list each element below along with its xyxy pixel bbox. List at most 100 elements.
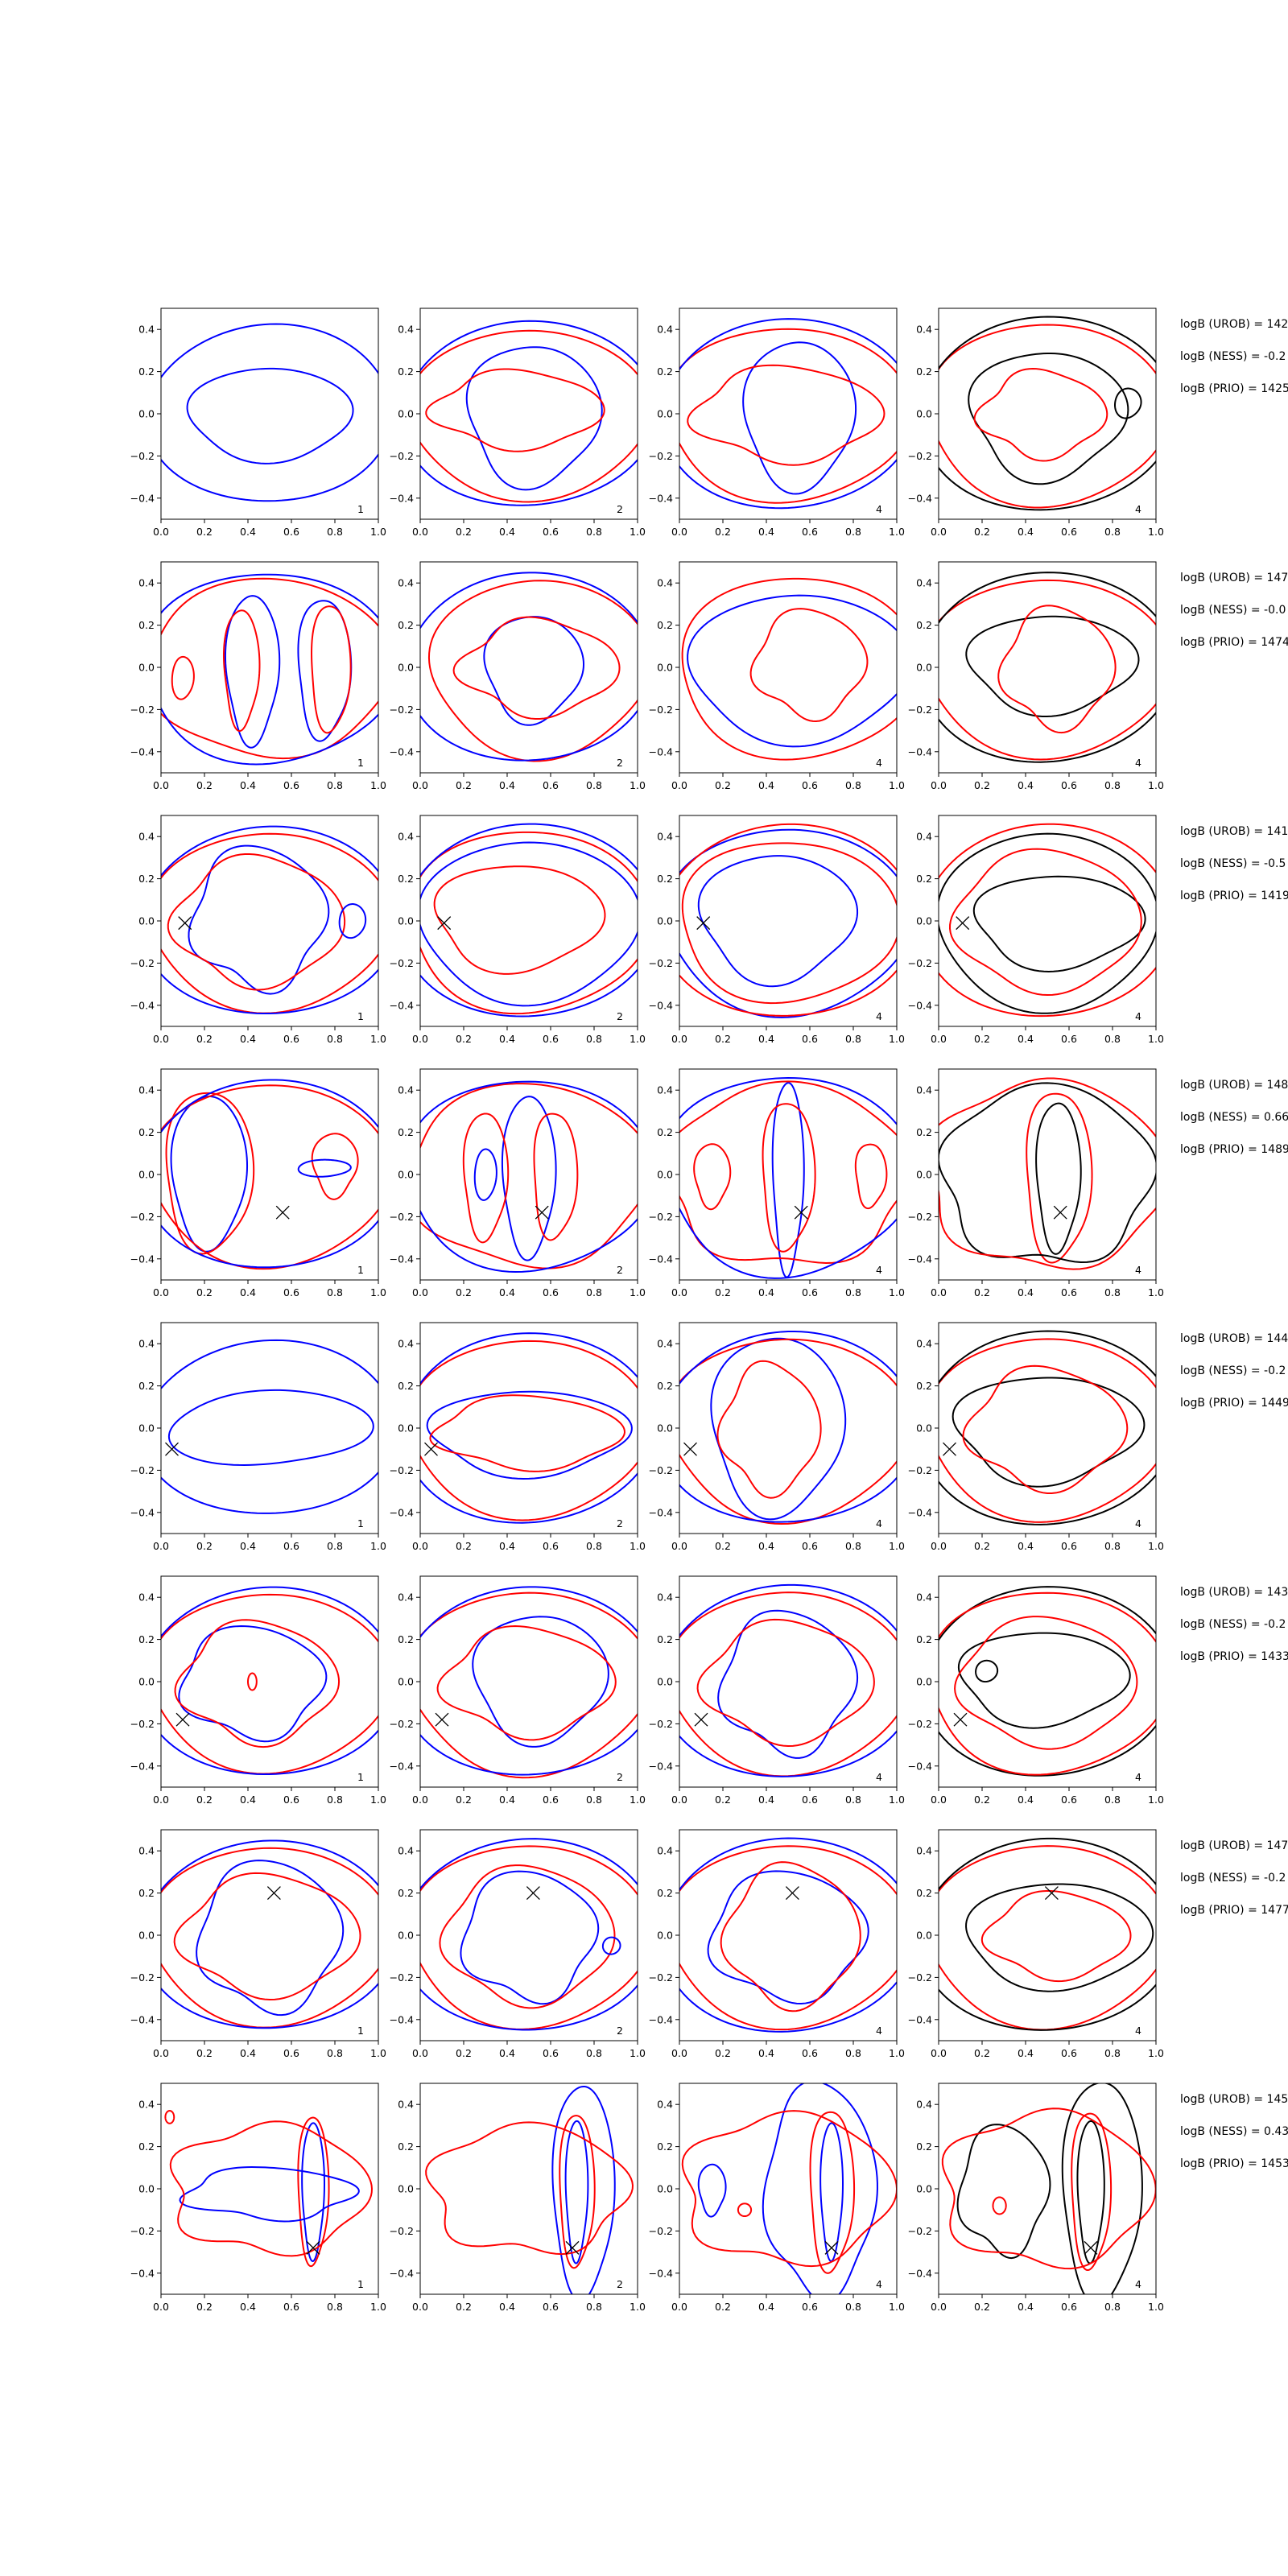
x-tick-label: 0.0 [671,779,687,791]
blue-contour [161,1079,378,1269]
contour-group [679,823,897,1018]
y-tick-label: −0.2 [908,704,932,716]
x-tick-label: 1.0 [370,779,386,791]
x-tick-label: 1.0 [630,2047,646,2059]
y-tick-label: −0.2 [908,2225,932,2237]
y-tick-label: 0.0 [398,1930,414,1942]
y-tick-label: 0.4 [916,1084,932,1096]
y-tick-label: −0.4 [649,492,673,504]
logb-annotation: logB (UROB) = 147 [1180,572,1288,584]
y-tick-label: 0.4 [916,1338,932,1350]
y-tick-label: 0.4 [398,1591,414,1604]
blue-contour [188,844,330,995]
y-tick-label: 0.2 [138,2140,155,2153]
y-tick-label: −0.4 [130,1760,155,1772]
x-tick-label: 0.8 [586,1033,602,1045]
x-tick-label: 0.2 [456,2301,472,2313]
red-contour [679,823,897,1017]
y-tick-label: 0.0 [916,1169,932,1181]
x-tick-label: 0.6 [283,2047,299,2059]
x-tick-label: 0.8 [586,779,602,791]
x-tick-label: 1.0 [630,1033,646,1045]
red-contour [161,1084,378,1270]
y-tick-label: −0.4 [908,1253,932,1265]
x-tick-label: 0.6 [543,2047,559,2059]
y-tick-label: 0.4 [916,2099,932,2111]
y-tick-label: −0.2 [390,1718,414,1730]
x-tick-label: 1.0 [1148,779,1164,791]
blue-contour [178,1625,328,1743]
x-tick-label: 0.0 [412,1286,428,1298]
x-tick-label: 0.2 [715,2301,731,2313]
red-contour [679,1591,897,1777]
logb-annotation: logB (PRIO) = 1474 [1180,636,1288,649]
y-tick-label: −0.4 [908,1760,932,1772]
y-tick-label: 0.0 [657,1930,673,1942]
x-tick-label: 0.2 [456,1033,472,1045]
x-tick-label: 0.8 [845,779,861,791]
y-tick-label: 0.2 [916,2140,932,2153]
y-tick-label: 0.4 [657,324,673,336]
blue-contour [473,1148,497,1201]
x-tick-label: 1.0 [889,1794,905,1806]
x-tick-label: 0.4 [240,779,256,791]
blue-contour [742,341,857,495]
red-contour [420,1845,638,2030]
red-contour [427,580,638,762]
x-tick-label: 0.2 [196,1286,213,1298]
x-tick-label: 1.0 [370,2301,386,2313]
y-tick-label: 0.4 [916,324,932,336]
x-tick-label: 0.8 [327,1286,343,1298]
y-tick-label: 0.0 [916,1930,932,1942]
x-tick-label: 0.4 [499,2301,515,2313]
blue-contour [186,367,354,464]
subplot: 0.0 0.2 0.4 0.6 0.8 1.0 −0.4 −0.2 0.0 0.2 0.4 2 [390,815,646,1045]
x-tick-label: 0.8 [327,1794,343,1806]
y-tick-label: 0.2 [398,1887,414,1899]
x-tick-label: 1.0 [889,2301,905,2313]
red-contour [167,852,346,991]
blue-contour [426,1390,633,1480]
x-tick-label: 1.0 [889,779,905,791]
y-tick-label: −0.4 [130,745,155,758]
x-tick-label: 0.6 [543,1033,559,1045]
panel-label: 2 [617,1771,623,1783]
x-tick-label: 1.0 [1148,526,1164,538]
x-marker [424,1442,438,1456]
contour-group [939,1330,1156,1525]
y-tick-label: −0.4 [649,1253,673,1265]
blue-contour [420,572,638,762]
red-contour [165,1092,255,1255]
y-tick-label: −0.2 [390,1971,414,1984]
x-tick-label: 0.8 [845,1286,861,1298]
x-tick-label: 0.2 [196,1540,213,1552]
red-contour [420,1340,638,1521]
x-marker [178,916,192,931]
red-contour [433,865,606,975]
x-tick-label: 1.0 [1148,1286,1164,1298]
x-tick-label: 0.6 [802,526,818,538]
y-tick-label: −0.4 [908,1506,932,1518]
red-contour [939,1845,1156,2031]
red-contour [533,1113,579,1241]
red-contour [420,831,638,1015]
x-tick-label: 0.0 [931,2047,947,2059]
blue-contour [161,573,378,766]
contour-group [420,1080,638,1274]
x-tick-label: 0.2 [974,1033,990,1045]
contour-group [161,1586,378,1776]
blue-contour [301,2122,325,2262]
blue-contour [465,346,603,491]
panel-label: 4 [876,1517,882,1530]
x-tick-label: 0.4 [758,1540,774,1552]
y-tick-label: 0.2 [657,873,673,885]
panel-label: 1 [357,1517,364,1530]
panel-label: 1 [357,1771,364,1783]
y-tick-label: 0.0 [916,1676,932,1688]
x-marker [435,1712,449,1727]
subplot: 0.0 0.2 0.4 0.6 0.8 1.0 −0.4 −0.2 0.0 0.2 0.4 4 [908,1829,1164,2059]
y-tick-label: 0.0 [657,662,673,674]
y-tick-label: −0.2 [908,1971,932,1984]
logb-annotation: logB (PRIO) = 1425 [1180,382,1288,395]
y-tick-label: 0.2 [916,1380,932,1392]
